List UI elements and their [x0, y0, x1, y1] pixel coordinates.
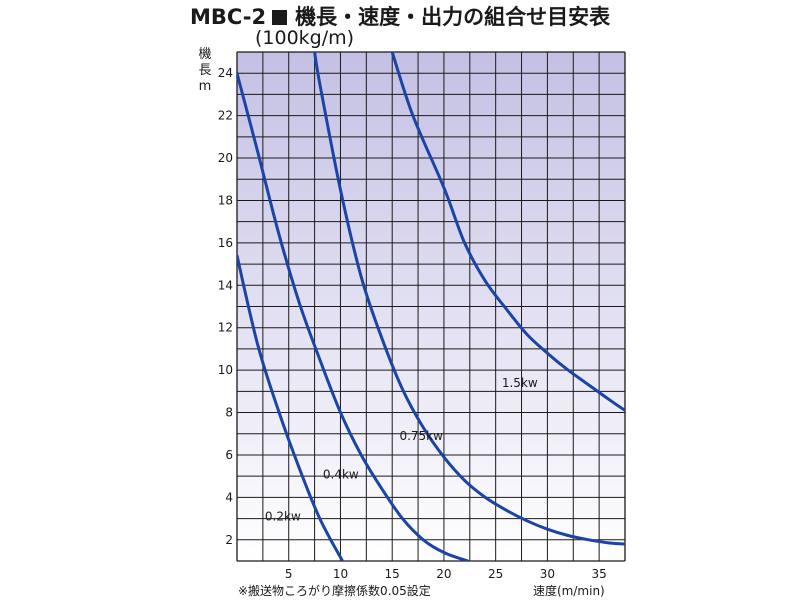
chart-title-text: 機長・速度・出力の組合せ目安表 [295, 5, 611, 29]
y-axis-label-char: 機 [198, 47, 212, 62]
y-tick-label: 2 [225, 533, 233, 547]
y-tick-label: 6 [225, 448, 233, 462]
y-tick-label: 14 [218, 278, 233, 292]
x-tick-label: 15 [385, 567, 400, 581]
labels: 5 10 15 20 25 30 35246810121416182022240.2kw0.… [218, 66, 607, 581]
chart-subtitle: (100kg/m) [255, 27, 355, 49]
series-line-0.4kw [237, 71, 470, 561]
y-tick-label: 18 [218, 193, 233, 207]
x-tick-label: 10 [333, 567, 348, 581]
y-tick-label: 12 [218, 321, 233, 335]
y-tick-label: 24 [218, 66, 233, 80]
footnote: ※搬送物ころがり摩擦係数0.05設定 [238, 584, 431, 598]
y-tick-label: 8 [225, 406, 233, 420]
x-tick-label: 5 [285, 567, 293, 581]
square-bullet-icon [272, 10, 288, 25]
series-label: 0.4kw [323, 467, 359, 481]
series-line-0.75kw [313, 52, 625, 546]
grid [236, 51, 626, 562]
y-tick-label: 10 [218, 363, 233, 377]
x-tick-label: 25 [488, 567, 503, 581]
chart-title: MBC-2 機長・速度・出力の組合せ目安表 [190, 2, 610, 32]
series-line-0.2kw [237, 254, 344, 561]
series-line-1.5kw [390, 52, 625, 412]
series-label: 1.5kw [502, 376, 538, 390]
x-tick-label: 30 [540, 567, 555, 581]
curves [237, 52, 625, 561]
y-tick-label: 22 [218, 109, 233, 123]
y-axis-label: 機 長 m [196, 47, 214, 95]
model-name: MBC-2 [190, 5, 267, 29]
series-label: 0.75kw [399, 429, 443, 443]
y-tick-label: 16 [218, 236, 233, 250]
x-tick-label: 35 [591, 567, 606, 581]
x-tick-label: 20 [436, 567, 451, 581]
y-axis-label-char: m [198, 79, 212, 94]
x-axis-label: 速度(m/min) [533, 584, 605, 598]
series-label: 0.2kw [265, 510, 301, 524]
y-tick-label: 20 [218, 151, 233, 165]
y-tick-label: 4 [225, 490, 233, 504]
y-axis-label-char: 長 [198, 63, 212, 78]
